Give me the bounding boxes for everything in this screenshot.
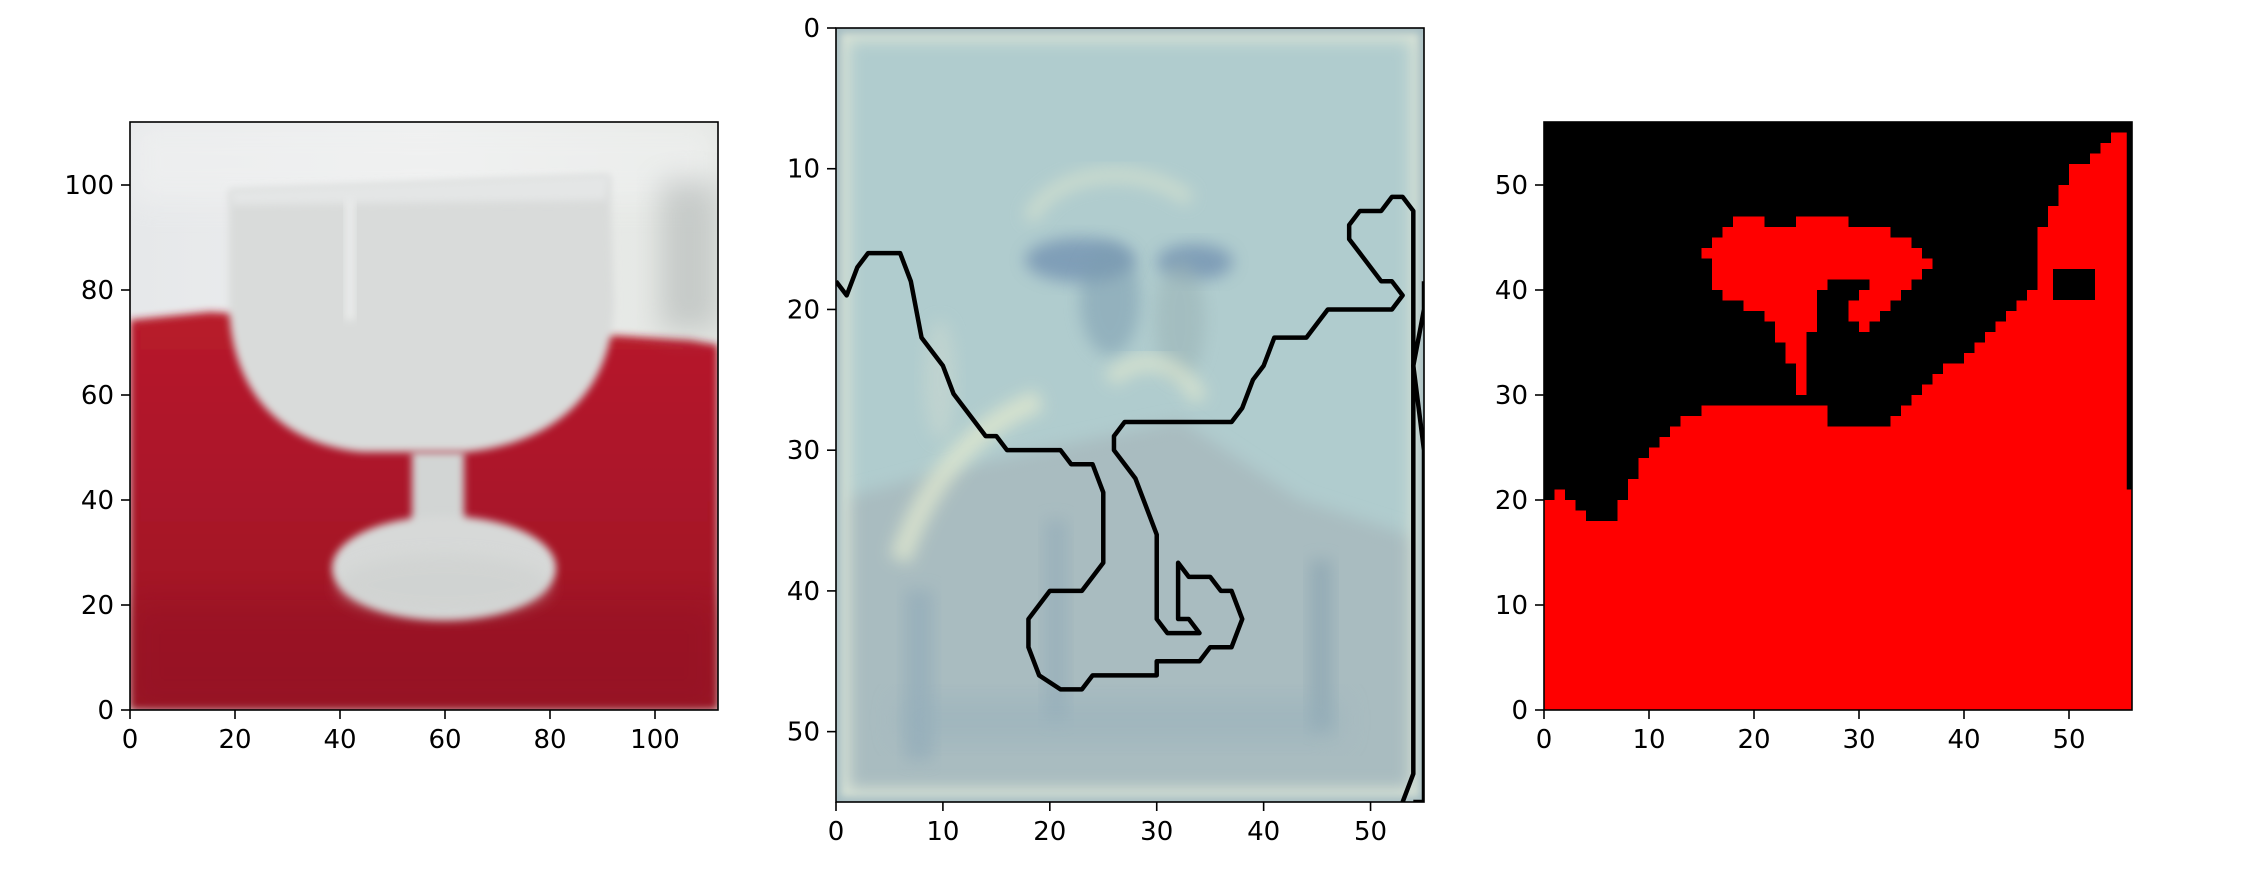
x-tick-label: 80 [533, 725, 566, 755]
x-tick-label: 0 [828, 817, 845, 847]
mask-foreground-region [1544, 132, 2132, 710]
x-tick-label: 20 [218, 725, 251, 755]
y-tick-label: 10 [1495, 591, 1528, 621]
y-tick-label: 10 [787, 155, 820, 185]
y-tick-label: 0 [97, 696, 114, 726]
contour-y-axis: 0 10 20 30 40 50 [787, 14, 836, 748]
x-tick-label: 50 [1354, 817, 1387, 847]
x-tick-label: 50 [2052, 725, 2085, 755]
x-tick-label: 30 [1842, 725, 1875, 755]
x-tick-label: 30 [1140, 817, 1173, 847]
contour-image [836, 28, 1424, 802]
y-tick-label: 30 [1495, 381, 1528, 411]
x-tick-label: 10 [1632, 725, 1665, 755]
y-tick-label: 100 [64, 171, 114, 201]
contour-frame [835, 27, 1425, 803]
x-tick-label: 20 [1033, 817, 1066, 847]
y-tick-label: 40 [1495, 276, 1528, 306]
x-tick-label: 0 [122, 725, 139, 755]
photo-x-axis: 0 20 40 60 80 100 [122, 710, 680, 755]
x-tick-label: 0 [1536, 725, 1553, 755]
y-tick-label: 40 [787, 577, 820, 607]
y-tick-label: 20 [81, 591, 114, 621]
photo-panel: 0 20 40 60 80 100 0 20 40 60 80 100 [64, 121, 719, 755]
mask-frame [1543, 121, 2133, 711]
photo-image [130, 122, 718, 710]
x-tick-label: 40 [1947, 725, 1980, 755]
mask-corner-pixel [1544, 698, 1565, 710]
y-tick-label: 20 [1495, 486, 1528, 516]
y-tick-label: 50 [1495, 171, 1528, 201]
contour-panel: 0 10 20 30 40 50 0 10 20 30 40 50 [787, 14, 1425, 847]
y-tick-label: 50 [787, 718, 820, 748]
y-tick-label: 0 [803, 14, 820, 44]
contour-x-axis: 0 10 20 30 40 50 [828, 802, 1387, 847]
y-tick-label: 80 [81, 276, 114, 306]
y-tick-label: 60 [81, 381, 114, 411]
x-tick-label: 60 [428, 725, 461, 755]
x-tick-label: 40 [323, 725, 356, 755]
mask-image [1544, 122, 2132, 710]
y-tick-label: 0 [1511, 696, 1528, 726]
mask-notch [2053, 269, 2095, 300]
photo-frame [129, 121, 719, 711]
x-tick-label: 100 [630, 725, 680, 755]
mask-y-axis: 0 10 20 30 40 50 [1495, 171, 1544, 726]
x-tick-label: 40 [1247, 817, 1280, 847]
x-tick-label: 10 [926, 817, 959, 847]
mask-panel: 0 10 20 30 40 50 0 10 20 30 40 50 [1495, 121, 2133, 755]
y-tick-label: 20 [787, 295, 820, 325]
y-tick-label: 30 [787, 436, 820, 466]
y-tick-label: 40 [81, 486, 114, 516]
mask-x-axis: 0 10 20 30 40 50 [1536, 710, 2086, 755]
photo-y-axis: 0 20 40 60 80 100 [64, 171, 130, 726]
x-tick-label: 20 [1737, 725, 1770, 755]
contour-boundary-line [836, 194, 1416, 802]
